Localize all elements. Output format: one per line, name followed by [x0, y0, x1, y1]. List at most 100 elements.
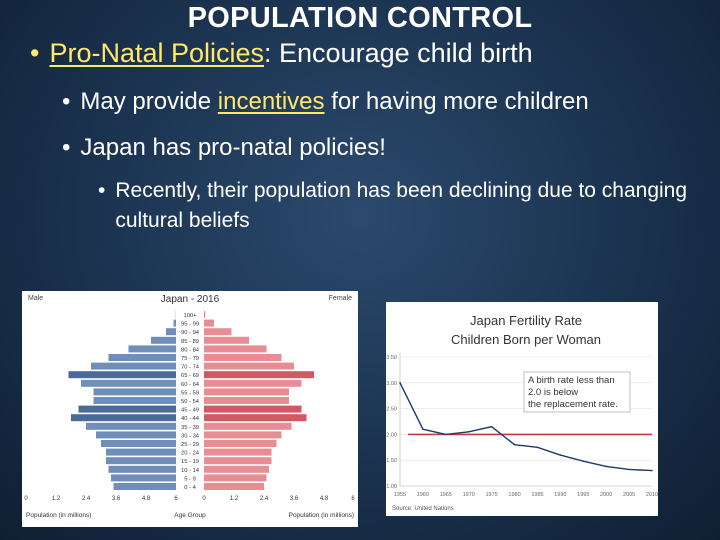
male-bar — [111, 474, 176, 482]
pyramid-tick-label: 2.4 — [260, 496, 269, 502]
male-bar — [101, 440, 176, 447]
fertility-source: Source: United Nations — [392, 506, 454, 512]
bullet-japan-policies: • Japan has pro-natal policies! — [62, 133, 386, 163]
fertility-point — [467, 431, 470, 433]
pyramid-tick-label: 0 — [24, 496, 28, 502]
male-bar — [71, 414, 176, 422]
age-group-label: 10 - 14 — [181, 468, 200, 474]
fertility-point — [422, 428, 424, 431]
age-group-label: 95 - 99 — [181, 322, 199, 328]
bullet-dot-icon: • — [62, 88, 71, 115]
bullet-dot-icon: • — [98, 179, 106, 202]
female-bar — [204, 319, 214, 327]
annotation-box — [523, 371, 631, 413]
x-tick-label: 1955 — [394, 492, 406, 498]
age-group-label: 65 - 69 — [181, 373, 199, 379]
female-bar — [204, 362, 294, 370]
female-bar — [204, 379, 302, 387]
x-tick-label: 2010 — [646, 492, 658, 498]
male-bar — [93, 397, 176, 404]
age-group-label: 50 - 54 — [181, 399, 200, 405]
pyramid-title: Japan - 2016 — [161, 294, 220, 305]
fertility-point — [628, 468, 630, 471]
pyramid-tick-label: 2.4 — [82, 496, 91, 502]
male-bar — [86, 422, 176, 430]
age-group-label: 0 - 4 — [184, 485, 196, 491]
pyramid-tick-label: 3.6 — [290, 496, 299, 502]
female-bar — [204, 371, 314, 379]
bullet-text: May provide incentives for having more c… — [80, 87, 588, 117]
fertility-annotation: A birth rate less than 2.0 is below the … — [528, 375, 618, 410]
fertility-point — [559, 454, 562, 456]
fertility-rate-image: Japan Fertility Rate Children Born per W… — [386, 302, 658, 516]
pyramid-tick-label: 0 — [202, 496, 206, 502]
age-group-label: 25 - 29 — [181, 442, 199, 448]
female-bar — [204, 405, 302, 413]
pyramid-xlabel-right: Population (in millions) — [289, 512, 354, 519]
age-group-label: 5 - 9 — [184, 476, 196, 482]
age-group-label: 85 - 89 — [181, 339, 199, 345]
male-bar — [166, 328, 176, 336]
bullet-pro-natal-policies: • Pro-Natal Policies: Encourage child bi… — [30, 38, 533, 68]
fertility-subtitle: Children Born per Woman — [451, 332, 601, 347]
bullet-dot-icon: • — [62, 134, 71, 161]
bullet-dot-icon: • — [30, 38, 40, 68]
age-group-label: 35 - 39 — [181, 425, 199, 431]
male-bar — [106, 457, 176, 465]
female-bar — [204, 474, 267, 482]
fertility-point — [582, 460, 585, 463]
male-bar — [96, 431, 176, 439]
male-bar — [81, 379, 176, 387]
fertility-title: Japan Fertility Rate — [470, 313, 582, 328]
female-bar — [204, 397, 289, 404]
fertility-point — [536, 446, 539, 449]
female-bar — [204, 414, 307, 422]
female-bar — [204, 345, 267, 353]
x-tick-label: 1975 — [486, 492, 498, 498]
population-pyramid-image: Male Japan - 2016 Female 100+ 95 - 99 90 -… — [22, 291, 358, 527]
y-tick-label: 3.00 — [386, 381, 397, 387]
male-bar — [151, 336, 176, 344]
female-bar — [204, 336, 249, 344]
x-tick-label: 1985 — [531, 492, 543, 498]
age-group-label: 40 - 44 — [181, 416, 200, 422]
male-bar — [113, 483, 176, 490]
male-bar — [68, 371, 176, 379]
x-tick-label: 1980 — [508, 492, 520, 498]
x-tick-label: 2005 — [623, 492, 635, 498]
female-bar — [204, 388, 289, 396]
age-group-label: 45 - 49 — [181, 408, 199, 414]
male-bar — [106, 448, 176, 456]
age-group-label: 70 - 74 — [181, 365, 200, 371]
bullet-post: for having more children — [324, 88, 589, 115]
fertility-point — [513, 443, 516, 446]
age-group-label: 100+ — [183, 313, 197, 319]
pyramid-xlabel-center: Age Group — [174, 512, 206, 519]
female-bar — [204, 440, 277, 447]
bullet-text: Recently, their population has been decl… — [115, 179, 688, 232]
female-bar — [204, 422, 292, 430]
pyramid-right-label: Female — [329, 295, 352, 302]
pyramid-tick-label: 4.8 — [320, 496, 329, 502]
male-bar — [93, 388, 176, 396]
female-bar — [204, 328, 232, 336]
fertility-point — [605, 465, 607, 468]
male-bar — [173, 319, 176, 327]
age-group-label: 75 - 79 — [181, 356, 199, 362]
male-bar — [108, 354, 176, 361]
female-bar — [204, 311, 206, 318]
pyramid-tick-label: 1.2 — [230, 496, 239, 502]
age-group-label: 30 - 34 — [181, 433, 200, 439]
male-bar — [78, 405, 176, 413]
male-bar — [91, 362, 176, 370]
bullet-rest: : Encourage child birth — [264, 38, 533, 68]
y-tick-label: 2.00 — [386, 432, 397, 438]
x-tick-label: 1990 — [554, 492, 566, 498]
pyramid-tick-label: 1.2 — [52, 496, 61, 502]
slide-title: POPULATION CONTROL — [187, 2, 533, 34]
pyramid-tick-label: 3.6 — [112, 496, 121, 502]
x-tick-label: 1960 — [417, 492, 429, 498]
age-group-label: 55 - 59 — [181, 390, 199, 396]
age-group-label: 20 - 24 — [181, 451, 200, 457]
age-group-label: 90 - 94 — [181, 330, 200, 336]
